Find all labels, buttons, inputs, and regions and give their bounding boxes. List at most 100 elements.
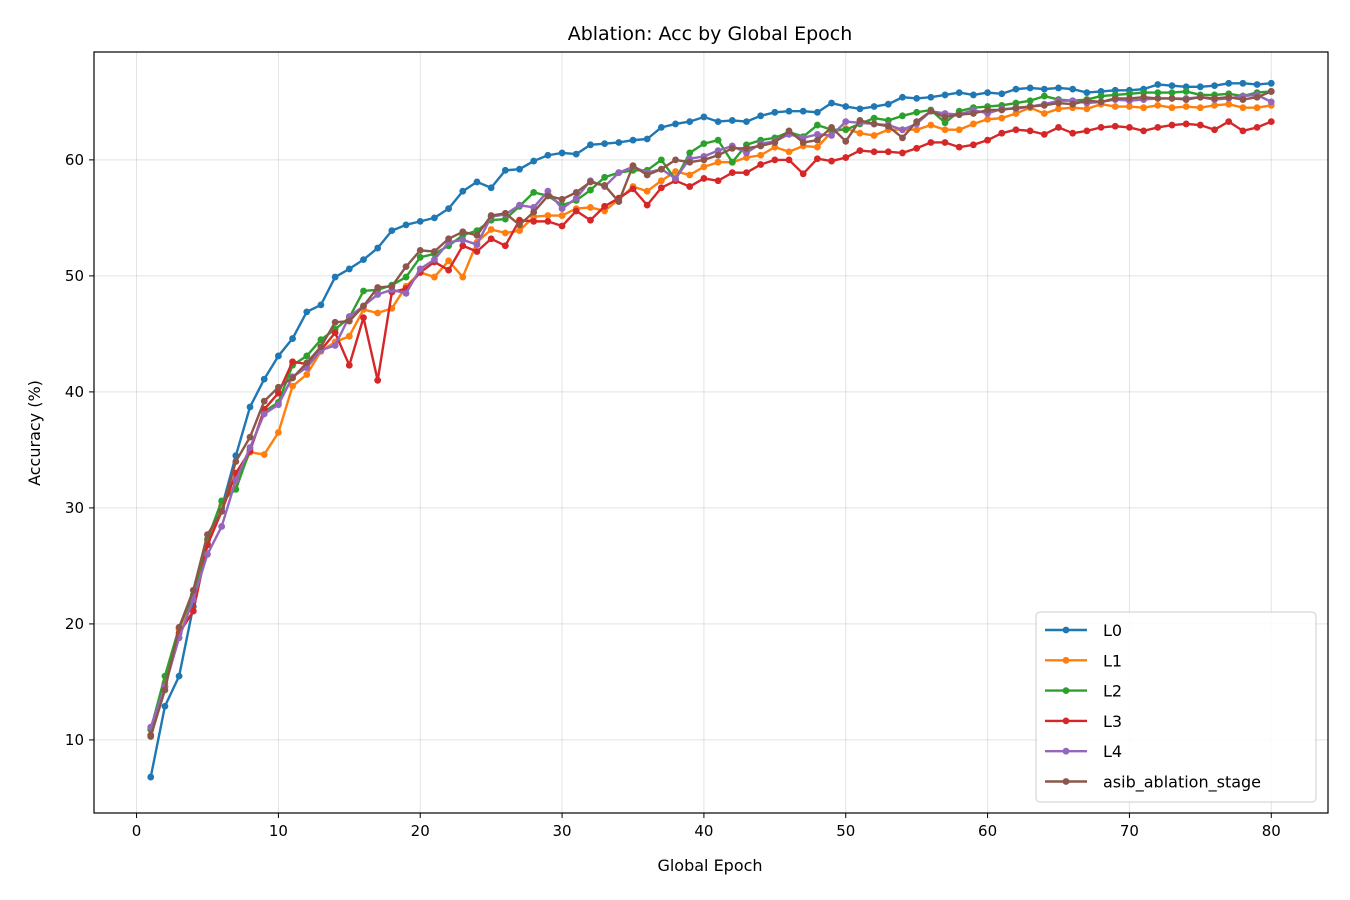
data-point-asib_ablation_stage [813,136,821,144]
data-point-L0 [147,773,155,781]
data-point-L4 [899,126,906,134]
data-point-L0 [303,308,311,316]
legend-label: L0 [1103,621,1122,640]
data-point-asib_ablation_stage [1012,104,1020,112]
series-L0 [147,79,1275,781]
x-tick-label: 30 [553,822,572,840]
data-point-L1 [1083,105,1091,113]
data-point-L4 [431,256,438,264]
data-point-L0 [558,149,566,157]
legend-swatch-marker [1062,626,1070,634]
data-point-asib_ablation_stage [260,397,268,405]
data-point-asib_ablation_stage [345,317,353,325]
data-point-L3 [459,242,467,250]
data-point-L1 [913,126,921,134]
data-point-L0 [799,107,807,115]
data-point-L0 [955,89,963,96]
data-point-L2 [402,273,410,281]
data-point-L2 [1026,97,1034,105]
data-point-asib_ablation_stage [303,359,311,367]
data-point-L4 [615,169,623,177]
data-point-L1 [274,429,282,436]
data-point-L0 [487,184,495,192]
data-point-L2 [587,186,594,194]
data-point-asib_ablation_stage [615,198,623,206]
data-point-asib_ablation_stage [856,117,864,124]
data-point-L3 [998,129,1006,137]
data-point-L0 [984,89,991,96]
data-point-asib_ablation_stage [473,231,481,239]
data-point-L3 [941,139,949,146]
data-point-asib_ablation_stage [1154,95,1162,102]
data-point-asib_ablation_stage [572,188,580,196]
x-tick-label: 50 [836,822,855,840]
data-point-L1 [1239,104,1247,112]
data-point-asib_ablation_stage [643,171,651,179]
data-point-L3 [544,217,552,225]
data-point-L2 [1168,89,1176,96]
data-point-asib_ablation_stage [657,165,665,173]
data-point-L3 [771,156,779,164]
data-point-L3 [657,184,665,192]
data-point-asib_ablation_stage [842,137,850,145]
data-point-L0 [1225,79,1233,87]
data-point-asib_ablation_stage [431,248,438,255]
data-point-asib_ablation_stage [487,212,495,219]
x-tick-label: 40 [694,822,713,840]
data-point-L0 [1055,84,1062,92]
data-point-L0 [374,244,382,252]
data-point-L1 [1055,105,1062,113]
legend-label: L4 [1103,742,1122,761]
data-point-L0 [501,166,509,174]
y-axis-label: Accuracy (%) [25,380,44,486]
data-point-L3 [913,144,921,152]
data-point-L2 [899,112,906,120]
data-point-L3 [828,157,835,165]
data-point-asib_ablation_stage [175,623,183,631]
data-point-L4 [204,550,211,558]
data-point-asib_ablation_stage [1126,95,1133,102]
data-point-L3 [700,175,708,182]
data-point-asib_ablation_stage [218,507,226,515]
data-point-L1 [672,168,679,175]
data-point-L2 [1097,92,1105,100]
data-point-L0 [246,403,254,411]
legend-swatch-marker [1062,747,1070,755]
data-point-asib_ablation_stage [1097,98,1105,106]
legend-item-L0: L0 [1045,621,1122,640]
legend-label: asib_ablation_stage [1103,773,1261,793]
data-point-L3 [1196,121,1204,129]
data-point-asib_ablation_stage [501,209,509,217]
data-point-asib_ablation_stage [700,156,708,164]
data-point-L0 [672,120,679,128]
y-tick-label: 50 [65,267,84,285]
data-point-L0 [657,124,665,131]
data-point-asib_ablation_stage [714,151,722,159]
legend-swatch-marker [1062,717,1070,725]
x-tick-label: 20 [411,822,430,840]
data-point-asib_ablation_stage [147,733,155,740]
data-point-L4 [828,132,835,139]
data-point-L0 [1239,79,1247,87]
data-point-asib_ablation_stage [1182,96,1190,103]
x-tick-label: 70 [1120,822,1139,840]
data-point-asib_ablation_stage [1069,100,1077,108]
data-point-L0 [587,141,594,149]
data-point-L3 [1239,127,1247,135]
data-point-L0 [870,103,878,110]
data-point-asib_ablation_stage [1196,93,1204,101]
data-point-L0 [601,140,609,148]
data-point-L3 [884,148,892,156]
data-point-L1 [686,171,694,179]
data-point-asib_ablation_stage [686,158,694,166]
data-point-L4 [402,289,410,297]
data-point-L0 [544,151,552,159]
y-tick-label: 20 [65,615,84,633]
data-point-L3 [1126,124,1133,131]
data-point-L3 [1267,118,1275,125]
data-point-L0 [1168,82,1176,90]
data-point-asib_ablation_stage [374,284,382,291]
data-point-asib_ablation_stage [402,263,410,271]
data-point-L0 [175,672,183,680]
data-point-L1 [813,143,821,151]
